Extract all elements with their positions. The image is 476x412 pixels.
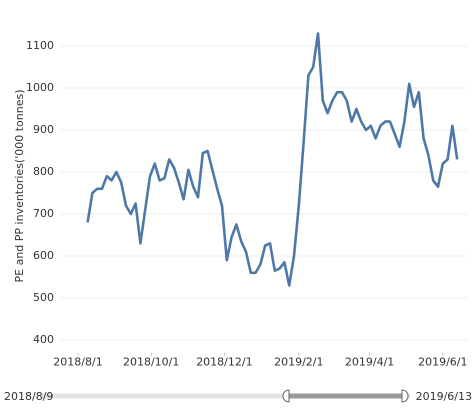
slider-start: 2018/8/9 (4, 390, 53, 403)
plot: 400 500 600 700 800 900 1000 1100 2018/8/1 2018/1… (26, 32, 468, 369)
data-line (86, 32, 459, 287)
x-tick-label: 2018/10/1 (123, 356, 179, 369)
x-tick-label: 2018/8/1 (53, 356, 102, 369)
slider-end: 2019/6/13 (416, 390, 472, 403)
y-tick-label: 500 (33, 291, 54, 304)
y-tick-label: 800 (33, 165, 54, 178)
y-tick-label: 1100 (26, 39, 54, 52)
y-tick-label: 400 (33, 333, 54, 346)
y-tick-label: 900 (33, 123, 54, 136)
x-tick-label: 2019/6/1 (418, 356, 467, 369)
slider-handle-right[interactable] (401, 389, 409, 403)
x-tick-label: 2019/2/1 (274, 356, 323, 369)
y-tick-label: 700 (33, 207, 54, 220)
x-tick-label: 2018/12/1 (196, 356, 252, 369)
slider-handle-left[interactable] (282, 389, 290, 403)
x-tick-label: 2019/4/1 (345, 356, 394, 369)
y-tick-label: 1000 (26, 81, 54, 94)
y-axis-label: PE and PP inventories('000 tonnes) (13, 89, 26, 282)
y-tick-label: 600 (33, 249, 54, 262)
